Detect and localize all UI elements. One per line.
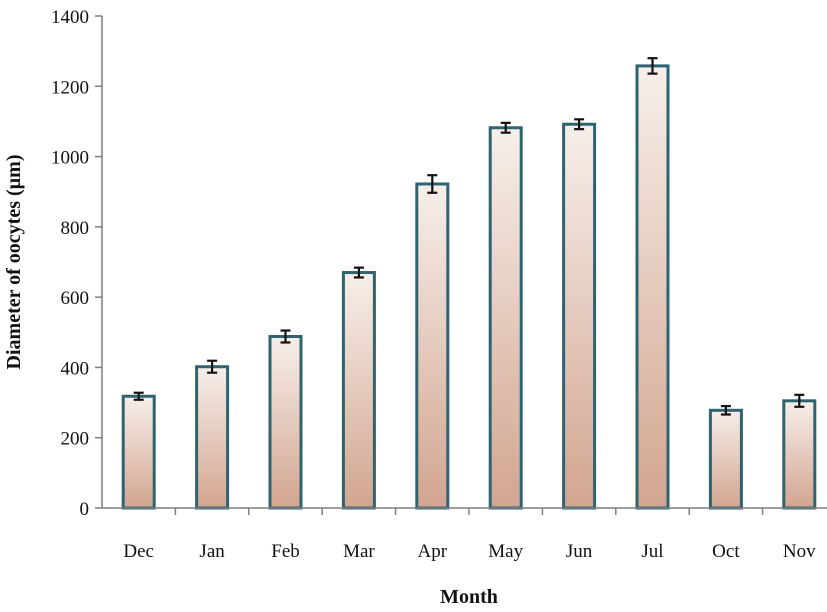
bar-oct bbox=[708, 408, 743, 510]
y-tick-label: 200 bbox=[61, 429, 90, 450]
x-category-label: Jun bbox=[566, 541, 593, 562]
y-axis-title: Diameter of oocytes (µm) bbox=[3, 155, 25, 370]
error-bar-may bbox=[500, 121, 511, 134]
y-tick-label: 400 bbox=[61, 358, 90, 379]
x-category-label: Feb bbox=[271, 541, 300, 562]
y-tick-label: 1200 bbox=[51, 77, 89, 98]
bar-nov bbox=[782, 399, 817, 510]
x-axis-ticks bbox=[174, 508, 764, 515]
error-bars-group bbox=[133, 57, 805, 416]
bar-mar bbox=[341, 271, 376, 510]
y-tick-label: 800 bbox=[61, 218, 90, 239]
x-category-label: Mar bbox=[343, 541, 375, 562]
x-category-label: Jul bbox=[641, 541, 663, 562]
y-axis-ticks bbox=[95, 15, 102, 509]
y-axis-labels: 0 200 400 600 800 1000 1200 1400 bbox=[51, 7, 89, 520]
x-category-label: Jan bbox=[199, 541, 225, 562]
bar-apr bbox=[415, 182, 450, 510]
x-category-label: Apr bbox=[418, 541, 448, 562]
y-tick-label: 1000 bbox=[51, 148, 89, 169]
bars-group bbox=[121, 64, 817, 510]
bar-jul bbox=[635, 64, 670, 510]
error-bar-feb bbox=[280, 329, 291, 344]
error-bar-nov bbox=[794, 393, 805, 408]
y-tick-label: 600 bbox=[61, 288, 90, 309]
bar-feb bbox=[268, 335, 303, 510]
bar-jan bbox=[195, 365, 230, 510]
x-category-label: May bbox=[488, 541, 523, 562]
y-tick-label: 1400 bbox=[51, 7, 89, 28]
error-bar-jan bbox=[207, 359, 218, 374]
x-category-label: Oct bbox=[712, 541, 740, 562]
y-tick-label: 0 bbox=[80, 499, 90, 520]
error-bar-apr bbox=[427, 174, 438, 194]
x-category-label: Dec bbox=[123, 541, 154, 562]
error-bar-jul bbox=[647, 57, 658, 75]
bar-dec bbox=[121, 394, 156, 510]
error-bar-dec bbox=[133, 391, 144, 401]
x-axis-title: Month bbox=[440, 586, 498, 608]
x-axis-labels: Dec Jan Feb Mar Apr May Jun Jul Oct Nov bbox=[123, 541, 816, 562]
error-bar-jun bbox=[574, 118, 585, 131]
x-category-label: Nov bbox=[783, 541, 816, 562]
error-bar-oct bbox=[720, 404, 731, 416]
error-bar-mar bbox=[353, 266, 364, 279]
bar-may bbox=[488, 126, 523, 510]
bar-jun bbox=[562, 122, 597, 510]
